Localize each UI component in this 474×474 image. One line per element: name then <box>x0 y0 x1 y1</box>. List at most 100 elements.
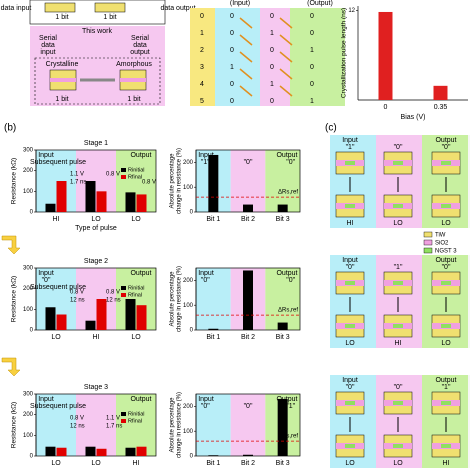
x-tick-label: 0 <box>384 104 388 111</box>
bar <box>208 154 219 212</box>
layer <box>441 281 451 285</box>
bar <box>96 448 107 456</box>
label: Input <box>38 270 54 277</box>
y-tick-label: 200 <box>23 412 34 418</box>
bit-label: "0" <box>286 159 295 166</box>
label: Amorphous <box>116 61 152 68</box>
state: HI <box>443 460 450 467</box>
stage-title: Stage 3 <box>84 384 108 391</box>
bar <box>277 322 288 330</box>
label: Input <box>38 152 54 159</box>
stage-title: Stage 2 <box>84 258 108 265</box>
bar <box>45 446 56 456</box>
x-tick-label: LO <box>131 334 141 341</box>
bit-label: "0" <box>201 277 210 284</box>
legend-label: TiW <box>435 233 446 239</box>
layer <box>441 324 451 328</box>
label: Output <box>276 152 297 159</box>
label: This work <box>82 28 112 35</box>
panel-label: (b) <box>4 123 16 134</box>
band <box>196 394 231 456</box>
cell: 0 <box>230 13 234 20</box>
label: output <box>130 49 150 56</box>
pulse-label: 0.8 V <box>70 290 84 296</box>
label: Subsequent pulse <box>30 284 86 291</box>
y-tick-label: 300 <box>23 148 34 154</box>
bar <box>56 314 67 330</box>
column <box>190 8 215 106</box>
layer <box>393 161 403 165</box>
label: Subsequent pulse <box>30 159 86 166</box>
cell: 0 <box>270 64 274 71</box>
bar <box>277 204 288 212</box>
layer <box>393 281 403 285</box>
bit-label: "0" <box>286 277 295 284</box>
header: (Output) <box>307 0 333 7</box>
cell: 0 <box>270 98 274 105</box>
label: Output <box>130 396 151 403</box>
bar <box>243 270 253 330</box>
value: "0" <box>442 144 451 151</box>
y-tick-label: 200 <box>183 160 194 166</box>
x-tick-label: LO <box>51 460 61 467</box>
frame <box>35 267 157 331</box>
bit-label: "0" <box>244 159 253 166</box>
cell: 1 <box>270 30 274 37</box>
x-tick-label: Bit 3 <box>276 460 290 467</box>
legend-label: Rinitial <box>128 411 145 417</box>
legend-label: SiO2 <box>435 241 449 247</box>
x-axis-label: Bias (V) <box>401 114 426 121</box>
band <box>116 394 156 456</box>
value: "1" <box>394 264 403 271</box>
legend-swatch <box>121 293 126 297</box>
bar <box>208 455 219 456</box>
state: LO <box>393 220 403 227</box>
x-tick-label: 0.35 <box>434 104 448 111</box>
y-tick-label: 0 <box>190 210 194 216</box>
y-tick-label: 0 <box>190 454 194 460</box>
pulse-label: 12 ns <box>70 298 85 304</box>
cell: 1 <box>270 81 274 88</box>
state: LO <box>345 340 355 347</box>
dash-box <box>34 57 161 105</box>
arrow <box>239 85 253 97</box>
y-tick-label: 300 <box>23 266 34 272</box>
pulse-label: 1.7 ns <box>70 180 86 186</box>
bit-label: "1" <box>286 403 295 410</box>
layer <box>393 204 403 208</box>
legend-label: Rinitial <box>128 167 145 173</box>
label: data <box>41 42 55 49</box>
y-tick-label: 0 <box>30 454 34 460</box>
state: LO <box>345 460 355 467</box>
layer <box>441 161 451 165</box>
value: "0" <box>346 384 355 391</box>
label: Input <box>198 152 214 159</box>
label: Output <box>130 270 151 277</box>
panel-label: (c) <box>325 123 337 134</box>
label: Input <box>342 377 358 384</box>
layer <box>345 281 355 285</box>
pink-box <box>30 26 165 106</box>
frame <box>35 149 157 213</box>
y-tick-label: 12 <box>348 8 355 14</box>
value: "0" <box>442 264 451 271</box>
arrow <box>239 34 253 46</box>
bar <box>243 204 253 212</box>
pulse-label: 1.1 V <box>106 416 120 422</box>
band <box>265 150 300 212</box>
cell: 0 <box>270 13 274 20</box>
label: "0" <box>42 277 51 284</box>
legend-swatch <box>423 247 433 254</box>
y-tick-label: 0 <box>30 210 34 216</box>
bar <box>85 320 96 330</box>
y-tick-label: 100 <box>183 185 194 191</box>
label: Input <box>342 257 358 264</box>
legend-label: NGST 3 <box>435 249 457 255</box>
stage-title: Stage 1 <box>84 140 108 147</box>
reference-label: ΔRs,ref <box>278 434 298 440</box>
band <box>116 150 156 212</box>
pulse-label: 0.8 V <box>106 290 120 296</box>
cell: 0 <box>230 47 234 54</box>
pulse-label: 12 ns <box>106 298 121 304</box>
label: 1 bit <box>127 96 140 103</box>
